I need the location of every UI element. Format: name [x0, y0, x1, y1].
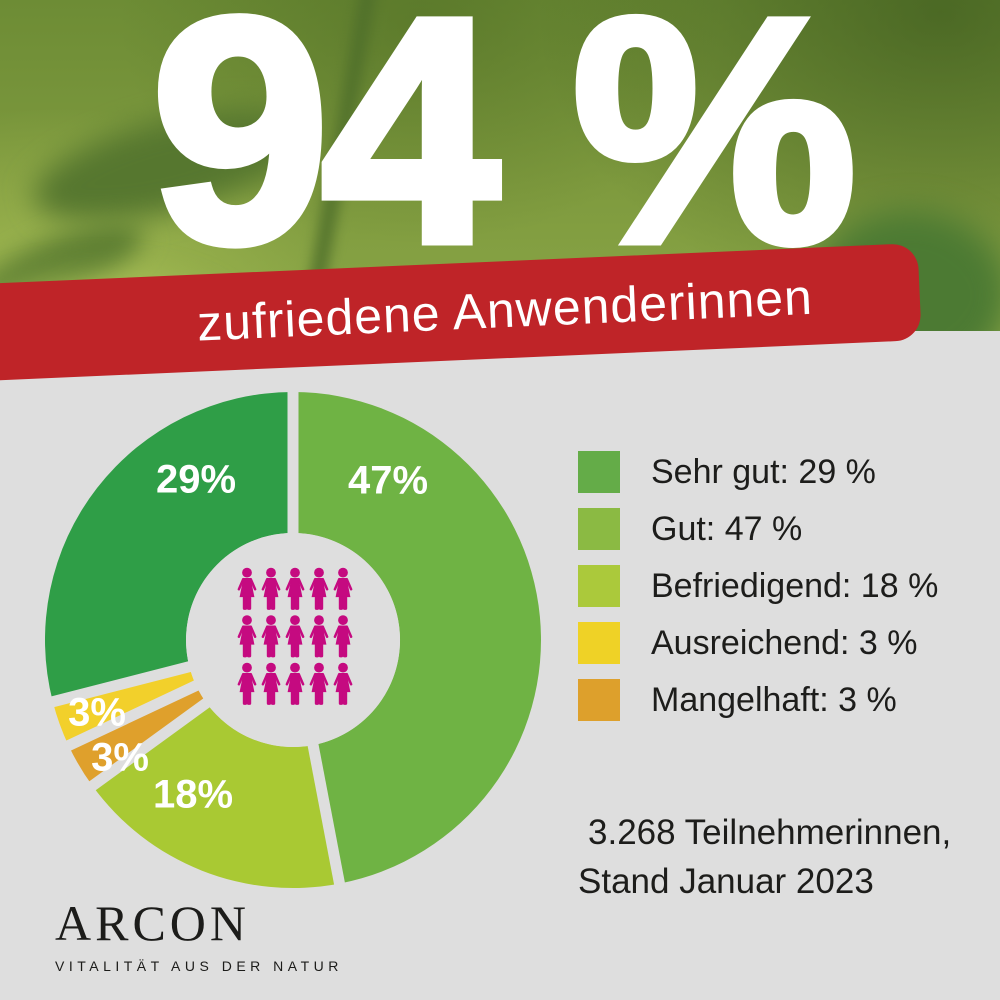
pie-segment-befriedigend: [92, 702, 340, 888]
pie-label-ausreichend: 3%: [68, 690, 126, 735]
woman-icon: [309, 614, 329, 659]
woman-icon: [261, 614, 281, 659]
woman-icon: [285, 614, 305, 659]
woman-icon: [285, 661, 305, 706]
woman-icon: [261, 661, 281, 706]
legend-swatch: [578, 565, 620, 607]
donut-chart: [45, 391, 541, 888]
note-line-2: Stand Januar 2023: [578, 862, 874, 901]
legend-item: Ausreichend: 3 %: [578, 622, 938, 664]
woman-icon: [237, 614, 257, 659]
headline-percentage: 94 %: [147, 0, 861, 309]
legend-label: Befriedigend: 18 %: [651, 566, 939, 605]
woman-icon: [309, 661, 329, 706]
logo-tagline: VITALITÄT AUS DER NATUR: [55, 958, 343, 974]
woman-icon: [237, 661, 257, 706]
legend-label: Gut: 47 %: [651, 509, 803, 548]
legend-label: Mangelhaft: 3 %: [651, 680, 897, 719]
legend-swatch: [578, 451, 620, 493]
legend-item: Sehr gut: 29 %: [578, 451, 938, 493]
woman-icon: [309, 566, 329, 611]
legend-item: Mangelhaft: 3 %: [578, 679, 938, 721]
pie-segment-mangelhaft: [68, 685, 207, 786]
legend-item: Befriedigend: 18 %: [578, 565, 938, 607]
pie-label-sehr-gut: 29%: [155, 457, 237, 502]
pie-segment-sehr-gut: [45, 392, 293, 702]
woman-icon: [261, 566, 281, 611]
woman-icon: [333, 614, 353, 659]
woman-icon: [333, 566, 353, 611]
logo-name: ARCON: [55, 895, 251, 951]
legend-label: Ausreichend: 3 %: [651, 623, 918, 662]
legend-swatch: [578, 622, 620, 664]
legend-label: Sehr gut: 29 %: [651, 452, 876, 491]
pie-label-befriedigend: 18%: [152, 772, 234, 817]
pie-segment-gut: [293, 392, 541, 884]
banner-label: zufriedene Anwenderinnen: [195, 268, 814, 352]
pie-label-mangelhaft: 3%: [91, 735, 149, 780]
legend-swatch: [578, 679, 620, 721]
woman-icon: [285, 566, 305, 611]
legend-item: Gut: 47 %: [578, 508, 938, 550]
brand-logo: ARCON VITALITÄT AUS DER NATUR: [55, 898, 343, 974]
legend: Sehr gut: 29 % Gut: 47 % Befriedigend: 1…: [578, 451, 938, 721]
pie-segment-ausreichend: [52, 666, 197, 746]
note-line-1: 3.268 Teilnehmerinnen,: [588, 813, 952, 852]
legend-swatch: [578, 508, 620, 550]
woman-icon: [333, 661, 353, 706]
participants-note: 3.268 Teilnehmerinnen, Stand Januar 2023: [578, 808, 951, 906]
pie-label-gut: 47%: [347, 458, 429, 503]
center-pictogram: [237, 566, 353, 706]
woman-icon: [237, 566, 257, 611]
